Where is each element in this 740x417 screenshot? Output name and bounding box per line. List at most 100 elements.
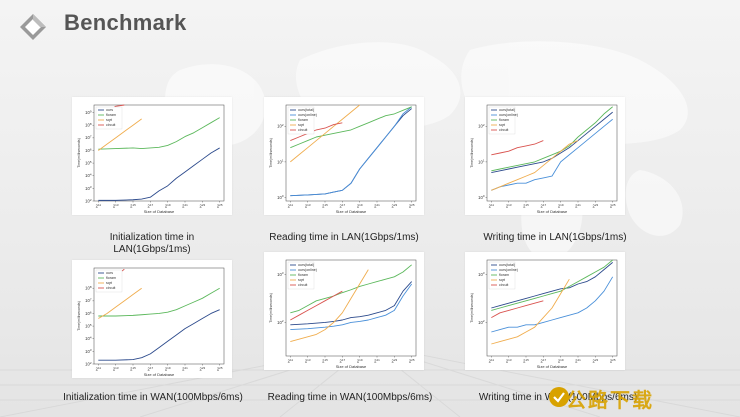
- chart-init-wan-svg: 102 103 104 105 106 107 108 211 213 215 217 219 221 2…: [77, 267, 225, 377]
- y-tick-label: 103: [85, 348, 92, 354]
- y-tick-label: 108: [85, 285, 92, 291]
- x-tick-label: 221: [575, 358, 581, 364]
- legend-label: ours(online): [499, 113, 518, 117]
- x-tick-label: 215: [322, 203, 328, 209]
- legend-label: ours(online): [298, 268, 317, 272]
- x-tick-label: 213: [506, 203, 512, 209]
- caption-read-wan-line1: Reading time in WAN(100Mbps/6ms): [267, 392, 433, 403]
- series-line-sqrt: [290, 269, 369, 343]
- y-tick-label: 106: [85, 147, 92, 153]
- x-tick-label: 211: [288, 358, 294, 364]
- chart-init-wan: 102 103 104 105 106 107 108 211 213 215 217 219 221 2…: [72, 260, 232, 378]
- x-tick-label: 225: [610, 203, 616, 209]
- legend-label: circuit: [298, 283, 307, 287]
- legend-label: ours(online): [298, 113, 317, 117]
- legend-label: sqrt: [499, 123, 505, 127]
- series-line-sqrt: [491, 278, 570, 345]
- x-tick-label: 217: [147, 203, 153, 209]
- legend-label: ours(total): [499, 263, 515, 267]
- caption-init-lan-line1: Initialization time in: [109, 232, 195, 243]
- legend-box: [95, 269, 123, 293]
- legend-label: sqrt: [106, 281, 112, 285]
- legend-label: floram: [106, 113, 116, 117]
- x-tick-label: 211: [288, 203, 294, 209]
- legend-label: sqrt: [298, 123, 304, 127]
- legend-box: [287, 106, 315, 135]
- legend-label: ours(total): [298, 263, 314, 267]
- chart-init-lan: 102 103 104 105 106 107 108 109 211 213 215 217 219 2…: [72, 97, 232, 215]
- x-tick-label: 223: [592, 203, 598, 209]
- legend-label: ours(online): [499, 268, 518, 272]
- x-tick-label: 225: [409, 358, 415, 364]
- caption-read-lan-line1: Reading time in LAN(1Gbps/1ms): [269, 232, 419, 243]
- legend-box: [287, 261, 315, 290]
- caption-read-wan: Reading time in WAN(100Mbps/6ms): [258, 392, 442, 404]
- plot-frame: [93, 267, 225, 365]
- series-line-circuit: [491, 300, 544, 318]
- y-tick-label: 102: [277, 123, 284, 129]
- chart-read-wan: 102 103 211 213 215 217 219 221 223 225 Size of Da…: [264, 252, 424, 370]
- x-tick-label: 211: [489, 203, 495, 209]
- x-tick-label: 217: [540, 358, 546, 364]
- x-tick-label: 225: [610, 358, 616, 364]
- caption-init-wan: Initialization time in WAN(100Mbps/6ms): [58, 392, 248, 404]
- series-line-oursonline: [290, 283, 413, 331]
- x-tick-label: 223: [391, 358, 397, 364]
- x-tick-label: 221: [182, 366, 188, 372]
- caption-init-lan-line2: LAN(1Gbps/1ms): [113, 244, 191, 255]
- chart-init-lan-svg: 102 103 104 105 106 107 108 109 211 213 215 217 219 2…: [77, 104, 225, 214]
- caption-init-wan-line1: Initialization time in WAN(100Mbps/6ms): [63, 392, 243, 403]
- series-line-oursonline: [491, 276, 614, 333]
- legend-label: floram: [106, 276, 116, 280]
- x-tick-label: 211: [96, 203, 102, 209]
- x-tick-label: 223: [199, 203, 205, 209]
- legend-label: ours: [106, 108, 113, 112]
- y-axis-label: Time(milliseconds): [269, 138, 273, 168]
- caption-read-lan: Reading time in LAN(1Gbps/1ms): [252, 232, 436, 244]
- chart-write-lan-svg: 100 101 102 211 213 215 217 219 221 223 225 Size of…: [470, 104, 618, 214]
- y-tick-label: 103: [478, 271, 485, 277]
- legend-label: circuit: [298, 128, 307, 132]
- y-tick-label: 102: [478, 123, 485, 129]
- chart-write-wan-svg: 102 103 211 213 215 217 219 221 223 225 Size of Da…: [470, 259, 618, 369]
- x-tick-label: 219: [558, 358, 564, 364]
- series-line-floram: [98, 117, 220, 150]
- x-tick-label: 215: [130, 366, 136, 372]
- x-tick-label: 211: [96, 366, 102, 372]
- legend-label: sqrt: [298, 278, 304, 282]
- legend-box: [488, 261, 516, 290]
- series-line-floram: [290, 264, 412, 314]
- legend-label: floram: [298, 273, 308, 277]
- legend-box: [95, 106, 123, 130]
- x-axis-label: Size of Database: [144, 209, 175, 214]
- chart-read-lan: 100 101 102 211 213 215 217 219 221 223 225 Size of…: [264, 97, 424, 215]
- series-line-sqrt: [98, 118, 142, 151]
- series-line-ours: [98, 147, 220, 201]
- legend-label: circuit: [499, 128, 508, 132]
- y-tick-label: 103: [277, 271, 284, 277]
- legend-label: floram: [298, 118, 308, 122]
- x-tick-label: 225: [217, 203, 223, 209]
- y-tick-label: 107: [85, 298, 92, 304]
- x-tick-label: 217: [147, 366, 153, 372]
- series-line-sqrt: [491, 140, 579, 191]
- x-tick-label: 219: [357, 358, 363, 364]
- x-tick-label: 215: [130, 203, 136, 209]
- chart-read-wan-svg: 102 103 211 213 215 217 219 221 223 225 Size of Da…: [269, 259, 417, 369]
- legend-label: floram: [499, 118, 509, 122]
- watermark-badge-icon: [549, 387, 569, 407]
- x-tick-label: 217: [339, 358, 345, 364]
- x-tick-label: 221: [374, 358, 380, 364]
- legend-box: [488, 106, 516, 135]
- legend-label: circuit: [106, 286, 115, 290]
- y-axis-label: Time(milliseconds): [470, 138, 474, 168]
- y-axis-label: Time(milliseconds): [77, 301, 81, 331]
- x-axis-label: Size of Database: [336, 364, 367, 369]
- x-tick-label: 221: [374, 203, 380, 209]
- series-line-oursonline: [491, 118, 613, 191]
- plot-frame: [486, 104, 618, 202]
- series-line-floram: [290, 106, 412, 149]
- legend-label: floram: [499, 273, 509, 277]
